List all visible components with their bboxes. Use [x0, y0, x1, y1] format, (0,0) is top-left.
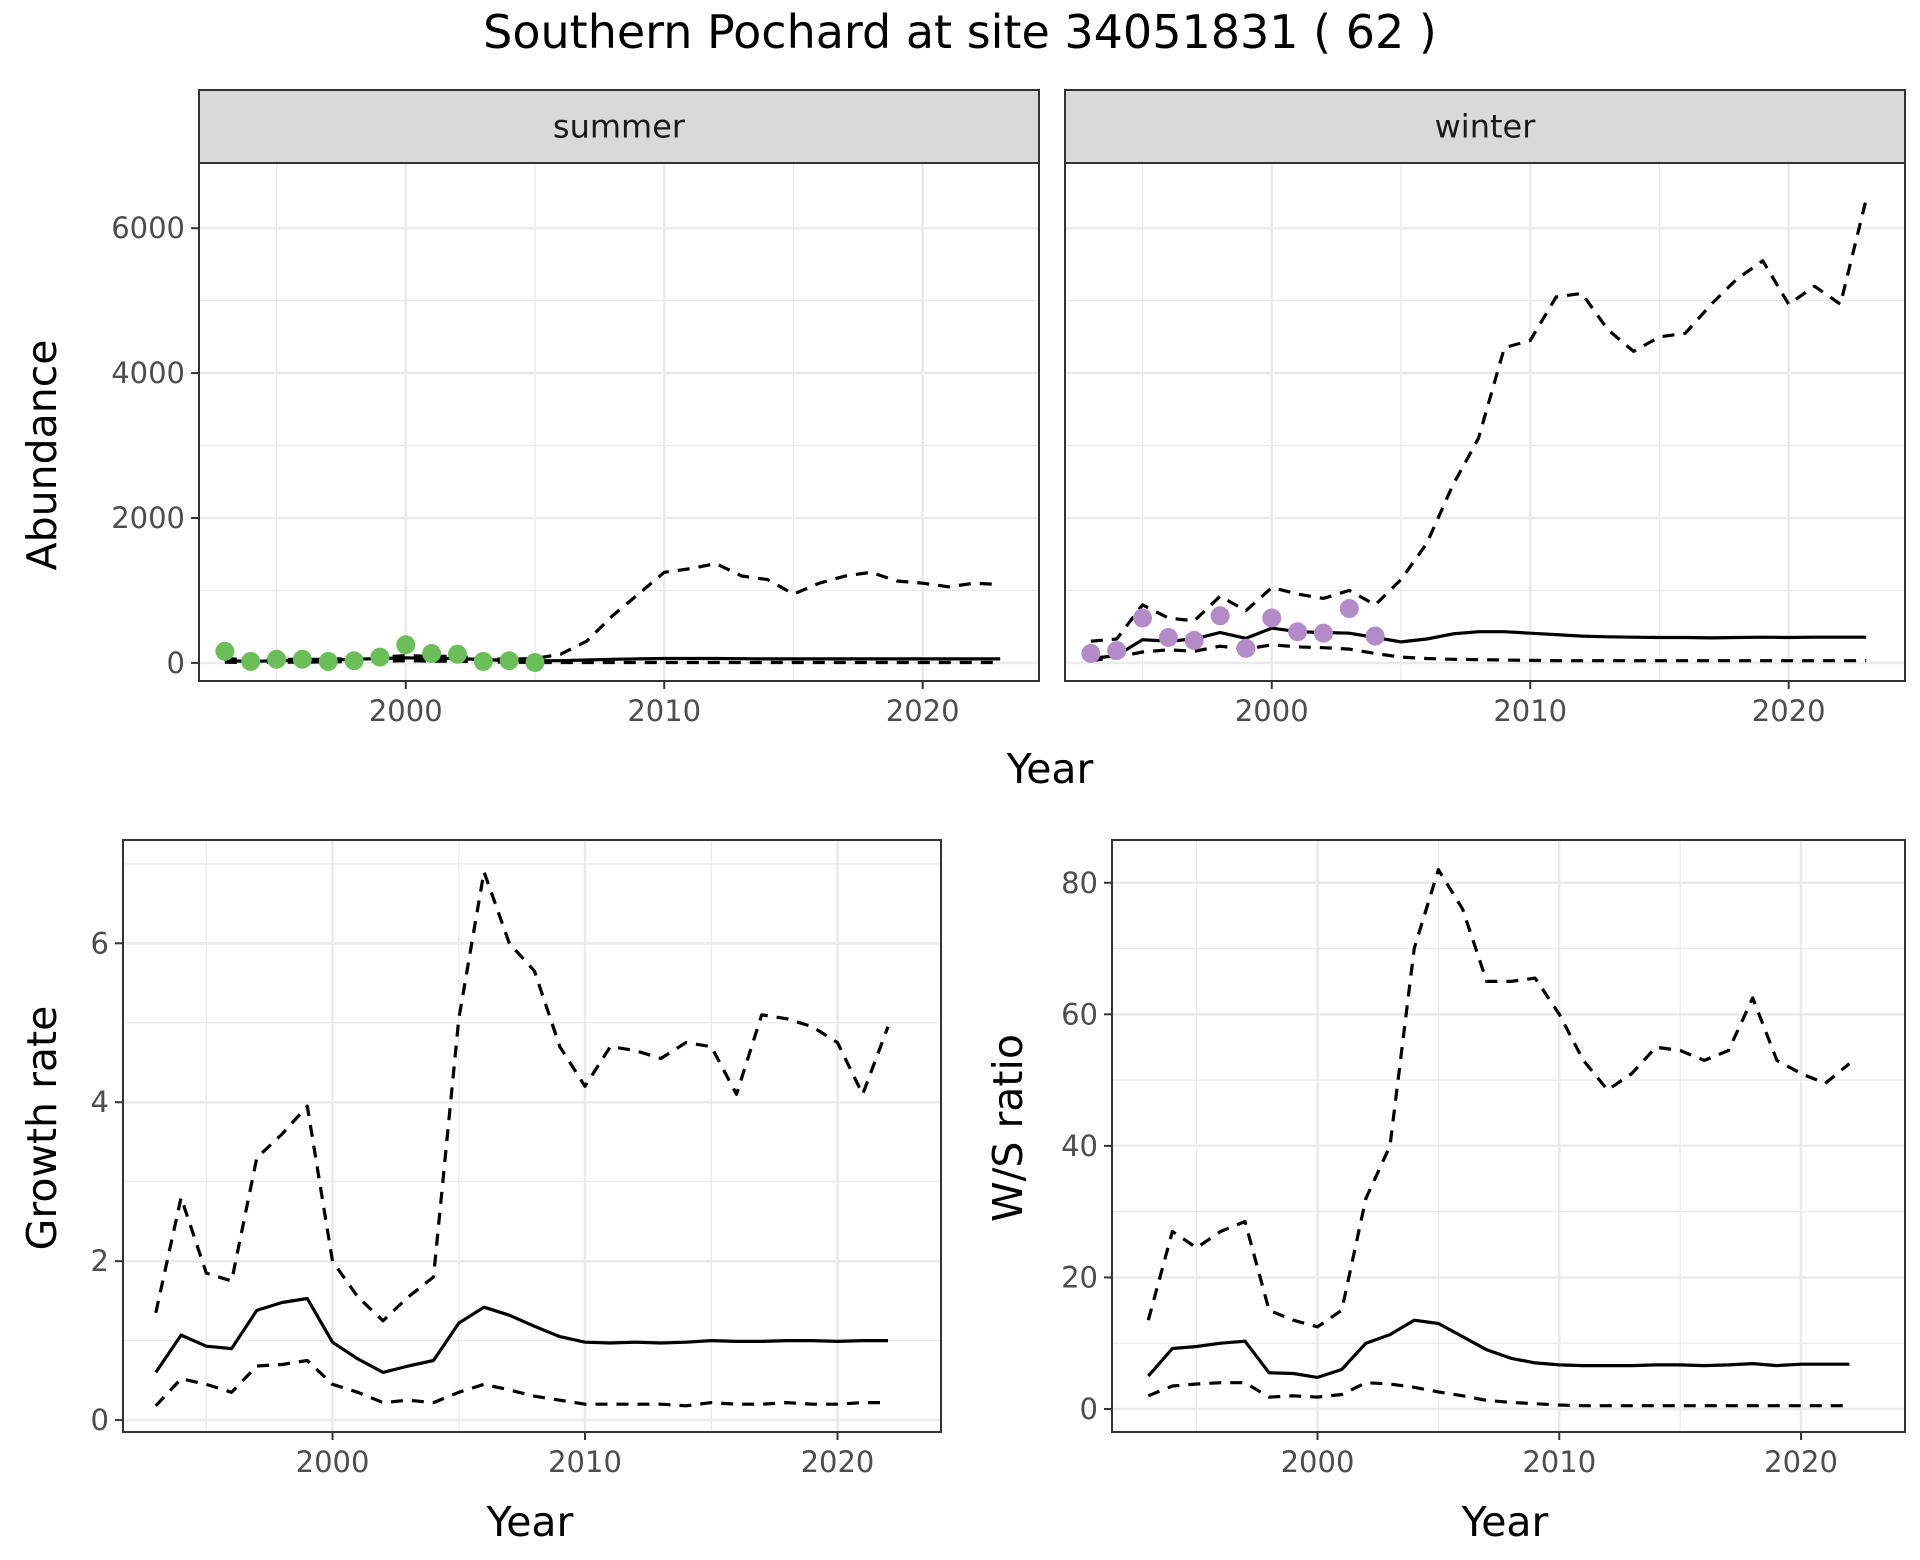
growth-plot-area — [123, 840, 941, 1432]
ws-ratio-panel: 2000 2010 2020 0 20 40 60 80 — [1061, 839, 1906, 1479]
ratio-grid — [1112, 840, 1905, 1432]
y-tick-label: 0 — [1080, 1392, 1098, 1426]
winter-observed-point — [1133, 608, 1153, 628]
ratio-x-axis-title: Year — [1461, 1498, 1549, 1546]
summer-observed-point — [344, 651, 364, 671]
y-tick-label: 60 — [1061, 997, 1098, 1031]
x-tick-label: 2010 — [548, 1445, 622, 1479]
summer-lower-line — [224, 659, 1001, 665]
x-tick-label: 2020 — [801, 1445, 875, 1479]
growth-upper-line — [154, 870, 890, 1323]
ratio-y-axis-title: W/S ratio — [984, 1034, 1032, 1222]
x-tick-label: 2010 — [1522, 1445, 1596, 1479]
y-tick-label: 0 — [91, 1403, 109, 1437]
winter-observed-point — [1236, 638, 1256, 658]
winter-observed-point — [1158, 628, 1178, 648]
ratio-upper-line — [1146, 867, 1851, 1329]
winter-observed-point — [1262, 608, 1282, 628]
y-tick-label: 20 — [1061, 1260, 1098, 1294]
summer-observed-point — [499, 651, 519, 671]
abundance-y-axis-title: Abundance — [18, 340, 66, 571]
growth-panel-border — [122, 839, 942, 1433]
y-tick-label: 2000 — [111, 501, 185, 535]
y-tick-label: 40 — [1061, 1129, 1098, 1163]
winter-observed-point — [1313, 623, 1333, 643]
growth-x-axis-title: Year — [486, 1498, 574, 1546]
summer-observed-point — [370, 647, 390, 667]
summer-observed-point — [267, 649, 287, 669]
ratio-estimate-line — [1147, 1318, 1850, 1380]
winter-estimate-line — [1090, 626, 1867, 661]
ratio-panel-border — [1111, 839, 1906, 1433]
y-tick-label: 6 — [91, 926, 109, 960]
x-tick-label: 2000 — [1281, 1445, 1355, 1479]
x-tick-label: 2010 — [627, 694, 701, 728]
x-tick-label: 2020 — [886, 694, 960, 728]
growth-estimate-line — [154, 1296, 888, 1375]
y-tick-label: 6000 — [111, 211, 185, 245]
x-tick-label: 2010 — [1493, 694, 1567, 728]
x-tick-label: 2020 — [1764, 1445, 1838, 1479]
winter-observed-point — [1184, 630, 1204, 650]
summer-panel-border — [198, 162, 1040, 682]
summer-observed-point — [525, 653, 545, 673]
summer-strip-label: summer — [553, 108, 686, 146]
summer-plot-area — [199, 163, 1039, 681]
winter-observed-point — [1107, 641, 1127, 661]
y-tick-label: 4 — [91, 1085, 109, 1119]
summer-observed-point — [396, 635, 416, 655]
summer-observed-point — [318, 651, 338, 671]
x-tick-label: 2000 — [296, 1445, 370, 1479]
winter-strip — [1064, 89, 1906, 164]
y-tick-label: 80 — [1061, 866, 1098, 900]
winter-observed-point — [1365, 626, 1385, 646]
y-tick-label: 0 — [167, 646, 185, 680]
y-tick-label: 4000 — [111, 356, 185, 390]
winter-observed-point — [1339, 599, 1359, 619]
growth-lower-line — [154, 1358, 888, 1408]
winter-strip-label: winter — [1435, 108, 1537, 146]
y-tick-label: 2 — [91, 1244, 109, 1278]
summer-observed-point — [473, 651, 493, 671]
x-tick-label: 2020 — [1752, 694, 1826, 728]
abundance-x-axis-title: Year — [1006, 745, 1094, 793]
summer-observed-point — [422, 643, 442, 663]
winter-plot-area — [1065, 163, 1905, 681]
winter-panel: winter 2000 2010 2020 — [1064, 89, 1906, 728]
summer-strip — [198, 89, 1040, 164]
x-tick-label: 2000 — [1235, 694, 1309, 728]
summer-panel: summer 2000 2010 2020 0 2000 4000 6000 — [111, 89, 1040, 728]
growth-y-axis-title: Growth rate — [18, 1006, 66, 1251]
summer-observed-point — [215, 641, 235, 661]
summer-observed-point — [292, 649, 312, 669]
winter-lower-line — [1090, 643, 1867, 663]
winter-panel-border — [1064, 162, 1906, 682]
ratio-plot-area — [1112, 840, 1905, 1432]
winter-observed-point — [1288, 622, 1308, 642]
summer-observed-point — [447, 644, 467, 664]
winter-observed-point — [1081, 643, 1101, 663]
ratio-lower-line — [1147, 1381, 1850, 1408]
x-tick-label: 2000 — [369, 694, 443, 728]
winter-upper-line — [1090, 198, 1868, 643]
growth-rate-panel: 2000 2010 2020 0 2 4 6 — [91, 839, 942, 1479]
summer-observed-point — [241, 651, 261, 671]
winter-grid — [1065, 163, 1905, 681]
growth-grid — [123, 840, 941, 1432]
winter-observed-point — [1210, 606, 1230, 626]
figure-title: Southern Pochard at site 34051831 ( 62 ) — [483, 5, 1437, 59]
